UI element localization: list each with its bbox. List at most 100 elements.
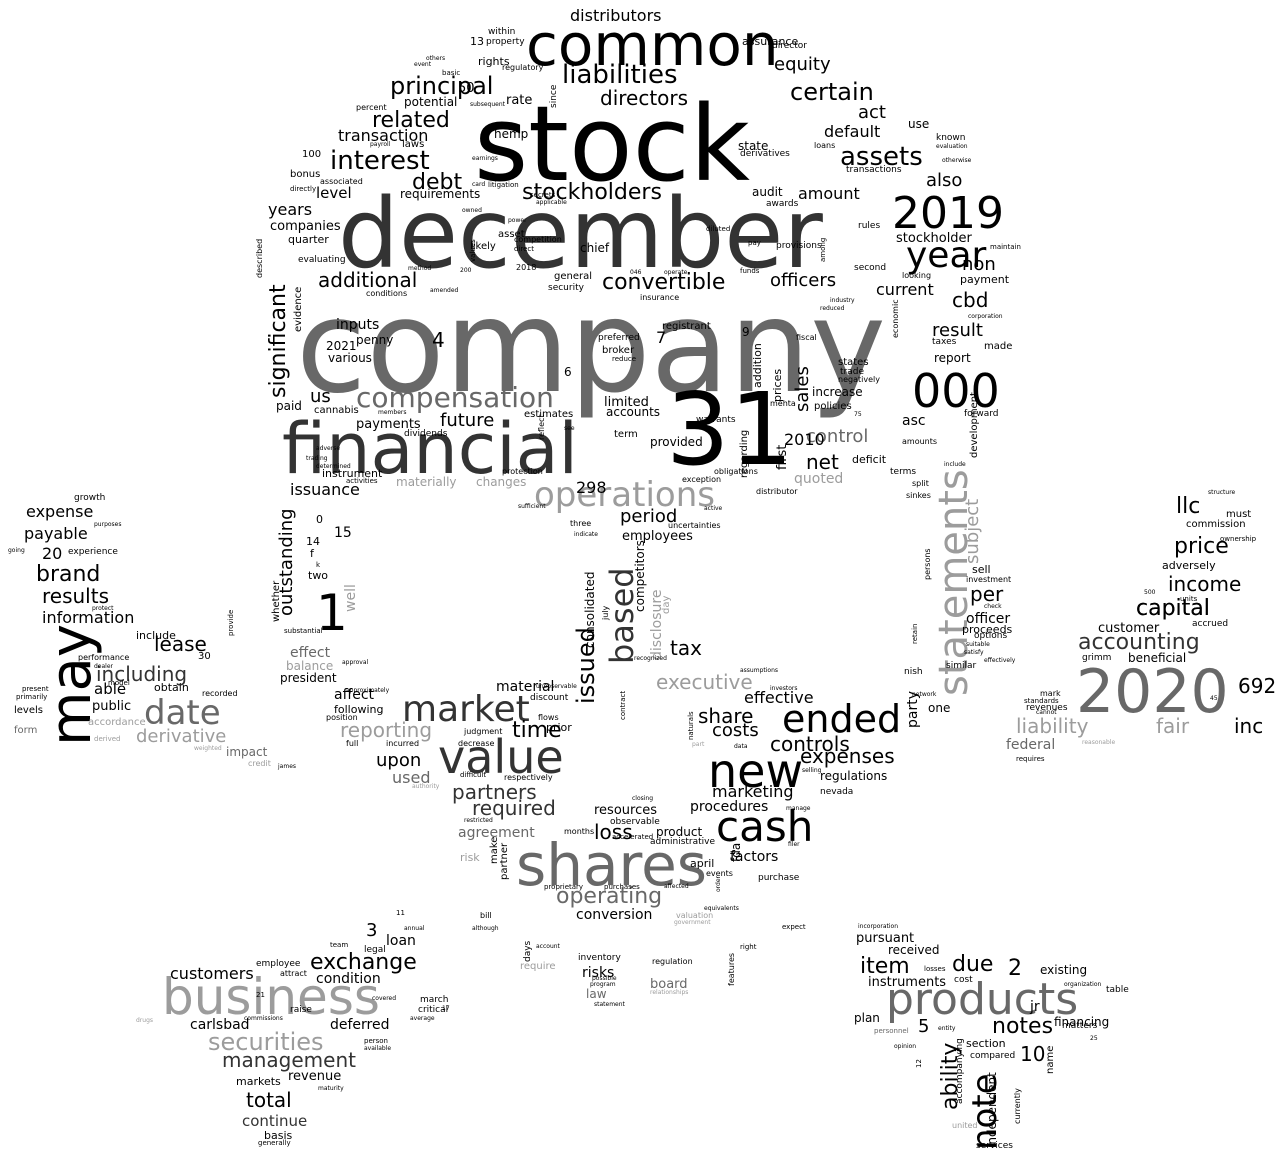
word: potential — [404, 95, 458, 109]
word: among — [819, 237, 827, 262]
word: performance — [78, 653, 130, 662]
word: recognized — [634, 655, 667, 662]
word: section — [966, 1037, 1006, 1050]
word: reduced — [820, 305, 845, 312]
word: 15 — [334, 525, 352, 541]
word: 6 — [564, 365, 572, 379]
word: assumptions — [740, 667, 779, 674]
word: trade — [840, 367, 864, 377]
word: april — [690, 857, 715, 870]
word: funds — [740, 267, 760, 275]
word: selling — [802, 767, 822, 774]
word: attract — [280, 969, 307, 978]
word: quoted — [794, 471, 844, 487]
word: factors — [730, 849, 779, 865]
word: owned — [462, 207, 482, 214]
word: equity — [774, 54, 831, 75]
word: associated — [320, 177, 363, 186]
word: well — [343, 584, 359, 612]
word: regulatory — [502, 63, 544, 72]
word: resources — [594, 803, 658, 818]
word: network — [912, 691, 937, 698]
word: protect — [92, 605, 114, 612]
word: subsequent — [470, 101, 506, 108]
word: default — [824, 122, 881, 141]
word: reasonable — [1082, 739, 1116, 746]
word: maturity — [318, 1085, 344, 1092]
word: marketing — [712, 782, 794, 801]
word: 11 — [396, 909, 405, 917]
word: commissions — [244, 1015, 283, 1022]
word: control — [806, 426, 869, 447]
word: executive — [656, 670, 753, 694]
word: order — [715, 876, 722, 892]
word: pay — [748, 239, 761, 247]
word: conditions — [366, 289, 408, 298]
word: model — [108, 679, 130, 687]
word: estimates — [524, 409, 574, 420]
word: used — [392, 768, 431, 787]
word: employee — [256, 959, 301, 969]
word: forward — [964, 409, 999, 419]
word: agreement — [458, 825, 535, 841]
word: mark — [1040, 689, 1061, 698]
word: economic — [891, 299, 900, 338]
word: mehta — [770, 399, 796, 408]
word: adversely — [1162, 559, 1216, 572]
word: general — [554, 271, 593, 282]
word: rules — [858, 221, 881, 231]
word: various — [328, 351, 372, 365]
word: distributor — [756, 487, 798, 496]
word: bonus — [290, 169, 321, 180]
word: applicable — [536, 199, 567, 206]
word: policies — [814, 401, 852, 412]
word: 13 — [470, 35, 484, 48]
word: 500 — [1144, 589, 1156, 596]
word: 100 — [302, 149, 322, 160]
word: securities — [208, 1028, 324, 1056]
word: accrued — [1192, 619, 1229, 629]
word: sales — [792, 366, 813, 412]
word: maintain — [990, 243, 1021, 251]
word: discount — [530, 693, 569, 703]
word: balance — [286, 659, 334, 673]
word: include — [944, 461, 966, 468]
word: stockholders — [522, 180, 662, 205]
word: market — [402, 689, 530, 730]
word: secrets — [530, 191, 556, 199]
word: person — [364, 1037, 388, 1045]
word: requires — [1016, 755, 1045, 763]
word: standards — [1024, 697, 1059, 705]
word: growth — [74, 493, 106, 503]
word: 2018 — [516, 263, 537, 272]
word: carlsbad — [190, 1017, 250, 1033]
word: asset — [498, 229, 525, 240]
word: event — [414, 61, 432, 68]
word: card — [472, 181, 486, 188]
word: security — [548, 283, 584, 293]
word: loss — [594, 820, 633, 844]
word: operate — [664, 269, 688, 276]
word: suitable — [966, 641, 990, 648]
word: 45 — [1210, 695, 1218, 702]
word: common — [526, 11, 779, 79]
word: purchases — [604, 883, 640, 891]
word: 20 — [42, 544, 63, 563]
word: 2 — [1008, 956, 1022, 981]
word: 75 — [854, 411, 862, 418]
word: due — [952, 952, 994, 977]
word: exception — [682, 475, 722, 484]
word: table — [1106, 985, 1129, 995]
word: expect — [782, 923, 806, 931]
word: similar — [946, 661, 977, 671]
word: related — [372, 108, 450, 133]
word: fda — [729, 842, 743, 862]
word: activities — [346, 477, 378, 485]
word: retain — [911, 623, 919, 644]
word: 298 — [576, 478, 607, 497]
word: risks — [582, 965, 615, 981]
word: purposes — [94, 521, 122, 528]
word: obligations — [714, 467, 758, 476]
word: warrants — [696, 415, 736, 425]
word: must — [1226, 509, 1252, 520]
